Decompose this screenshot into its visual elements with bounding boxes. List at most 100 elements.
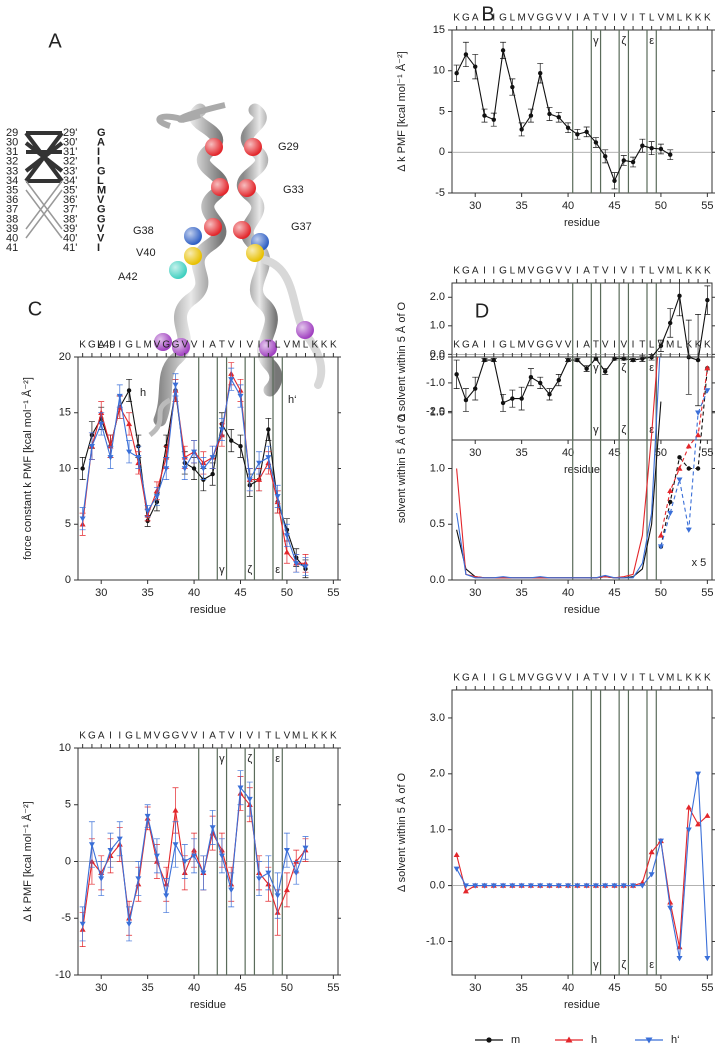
sequence-letter: V [228,731,235,742]
residue-letter: I [97,146,100,158]
sequence-letter: I [483,13,486,24]
sequence-letter: V [528,673,535,684]
panel-label: D [475,300,489,322]
sequence-letter: V [555,13,562,24]
marker [135,455,142,461]
marker [482,357,487,363]
sequence-letter: T [265,731,271,742]
marker [668,320,673,326]
series [79,367,309,576]
series-line [456,357,661,579]
sequence-letter: V [602,673,609,684]
x-tick-label: 35 [142,982,154,994]
marker [640,143,645,148]
residue-letter: L [97,175,104,187]
residue-number: 33' [63,165,77,177]
atom-highlight [184,227,202,245]
series-line [456,295,708,404]
residue-label: G33 [283,184,304,196]
series [79,770,309,942]
x-tick-label: 35 [142,587,154,599]
sequence-letter: V [284,340,291,351]
sequence-letter: I [258,340,261,351]
residue-number: 35 [6,185,18,197]
sequence-letter: I [492,13,495,24]
sequence-letter: I [202,731,205,742]
marker [538,380,543,386]
sequence-letter: K [311,731,318,742]
sequence-letter: K [685,266,692,277]
marker [500,400,506,406]
sequence-letter: V [620,673,627,684]
y-tick-label: 5 [65,799,71,811]
sequence-letter: M [517,266,525,277]
series [657,365,711,538]
marker [630,357,636,363]
marker [462,883,469,889]
marker [574,883,581,889]
x-tick-label: 45 [608,587,620,599]
marker [667,510,674,517]
y-tick-label: -10 [55,969,71,981]
sequence-letter: V [154,731,161,742]
marker [274,893,281,899]
marker [705,297,710,303]
series-line [660,368,708,547]
sequence-letter: T [639,13,645,24]
sequence-letter: L [649,13,655,24]
residue-number: 38' [63,213,77,225]
sequence-letter: I [632,673,635,684]
marker [648,872,655,878]
marker [191,449,198,455]
marker [191,466,197,471]
y-tick-label: -1.0 [426,935,445,947]
x-axis-label: residue [564,999,600,1011]
sequence-letter: V [555,340,562,351]
marker [667,487,674,493]
residue-number: 30 [6,137,18,149]
marker [153,853,160,859]
marker [126,921,133,927]
sequence-letter: G [462,266,470,277]
x-tick-label: 30 [469,587,481,599]
sequence-letter: T [593,13,599,24]
y-tick-label: -5 [435,187,445,199]
y-axis-label: Δ solvent within 5 Å of O [395,772,408,892]
sphere-group [154,138,314,357]
sequence-letter: T [265,340,271,351]
sequence-letter: G [125,340,133,351]
x-tick-label: 50 [655,200,667,212]
series [79,378,309,579]
marker [107,847,114,854]
sequence-letter: G [172,731,180,742]
marker [490,883,497,889]
sequence-letter: K [695,673,702,684]
marker [80,466,85,471]
segment-label: ζ [247,753,252,765]
x-tick-label: 35 [516,200,528,212]
sequence-letter: L [510,673,516,684]
y-tick-label: 1.5 [430,407,445,419]
marker [584,366,589,371]
residue-number: 32' [63,156,77,168]
residue-number: 29' [63,127,77,139]
sequence-letter: K [453,340,460,351]
marker [510,396,515,401]
sequence-letter: V [658,266,665,277]
sequence-letter: G [536,673,544,684]
sequence-letter: V [620,266,627,277]
residue-number: 41' [63,242,77,254]
x-tick-label: 50 [655,587,667,599]
marker [547,111,552,117]
sequence-letter: G [546,266,554,277]
sequence-letter: K [330,731,337,742]
segment-label: ζ [621,362,626,374]
residue-label: G29 [278,141,299,153]
marker [228,377,235,383]
sequence-letter: L [677,13,683,24]
sequence-letter: L [649,340,655,351]
legend-marker [565,1036,573,1043]
sequence-letter: M [292,731,300,742]
sequence-letter: V [602,13,609,24]
sequence-letter: M [666,13,674,24]
